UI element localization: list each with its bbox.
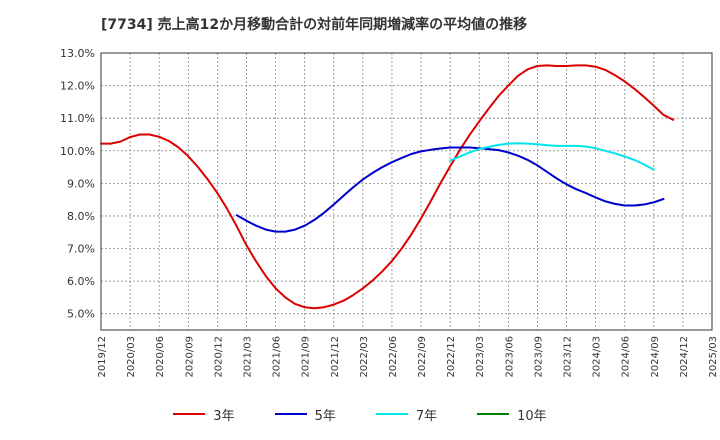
- x-tick-label: 2020/03: [126, 336, 137, 378]
- x-tick-label: 2020/12: [213, 336, 224, 378]
- chart-title: [7734] 売上高12か月移動合計の対前年同期増減率の平均値の推移: [101, 17, 528, 33]
- x-axis: 2019/12 2020/03 2020/06 2020/09 2020/12 2021/…: [97, 336, 719, 378]
- x-tick-label: 2023/12: [563, 336, 574, 378]
- x-tick-label: 2021/09: [301, 336, 312, 378]
- y-tick-label: 10.0%: [60, 145, 95, 158]
- x-tick-label: 2019/12: [97, 336, 108, 378]
- x-tick-label: 2022/12: [446, 336, 457, 378]
- x-tick-label: 2024/12: [679, 336, 690, 378]
- legend-label: 5年: [314, 408, 336, 424]
- legend-item: 3年: [173, 405, 235, 424]
- legend-label: 7年: [415, 408, 438, 424]
- legend-swatch: [477, 413, 510, 415]
- legend-item: 5年: [274, 405, 336, 424]
- grid: [100, 52, 713, 330]
- y-tick-label: 6.0%: [67, 275, 95, 288]
- x-tick-label: 2023/09: [533, 336, 544, 378]
- legend: 3年 5年 7年 10年: [0, 402, 720, 426]
- legend-label: 10年: [517, 408, 547, 424]
- series-line-3年: [100, 64, 675, 310]
- x-tick-label: 2024/09: [650, 336, 661, 378]
- legend-item: 7年: [375, 405, 438, 424]
- legend-item: 10年: [477, 405, 547, 424]
- series-line-5年: [235, 146, 665, 233]
- y-tick-label: 13.0%: [60, 47, 95, 60]
- x-tick-label: 2023/06: [504, 336, 515, 378]
- x-tick-label: 2025/03: [708, 336, 719, 378]
- x-tick-label: 2020/09: [184, 336, 195, 378]
- legend-label: 3年: [213, 408, 235, 424]
- series-line-7年: [449, 142, 655, 171]
- x-tick-label: 2020/06: [155, 336, 166, 378]
- legend-swatch: [375, 413, 408, 415]
- y-tick-label: 5.0%: [67, 308, 95, 321]
- series-lines: [100, 64, 675, 310]
- y-tick-label: 9.0%: [67, 177, 95, 190]
- x-tick-label: 2022/09: [417, 336, 428, 378]
- x-tick-label: 2023/03: [475, 336, 486, 378]
- legend-swatch: [173, 413, 206, 415]
- y-tick-label: 12.0%: [60, 80, 95, 93]
- y-tick-label: 8.0%: [67, 210, 95, 223]
- x-tick-label: 2021/03: [242, 336, 253, 378]
- y-axis: 13.0% 12.0% 11.0% 10.0% 9.0% 8.0% 7.0% 6.0% 5.0%: [60, 47, 95, 321]
- x-tick-label: 2022/06: [388, 336, 399, 378]
- x-tick-label: 2021/12: [330, 336, 341, 378]
- x-tick-label: 2022/03: [359, 336, 370, 378]
- x-tick-label: 2024/06: [621, 336, 632, 378]
- legend-swatch: [274, 413, 307, 415]
- y-tick-label: 7.0%: [67, 243, 95, 256]
- x-tick-label: 2021/06: [272, 336, 283, 378]
- plot-frame: [100, 52, 713, 331]
- y-tick-label: 11.0%: [60, 112, 95, 125]
- x-tick-label: 2024/03: [592, 336, 603, 378]
